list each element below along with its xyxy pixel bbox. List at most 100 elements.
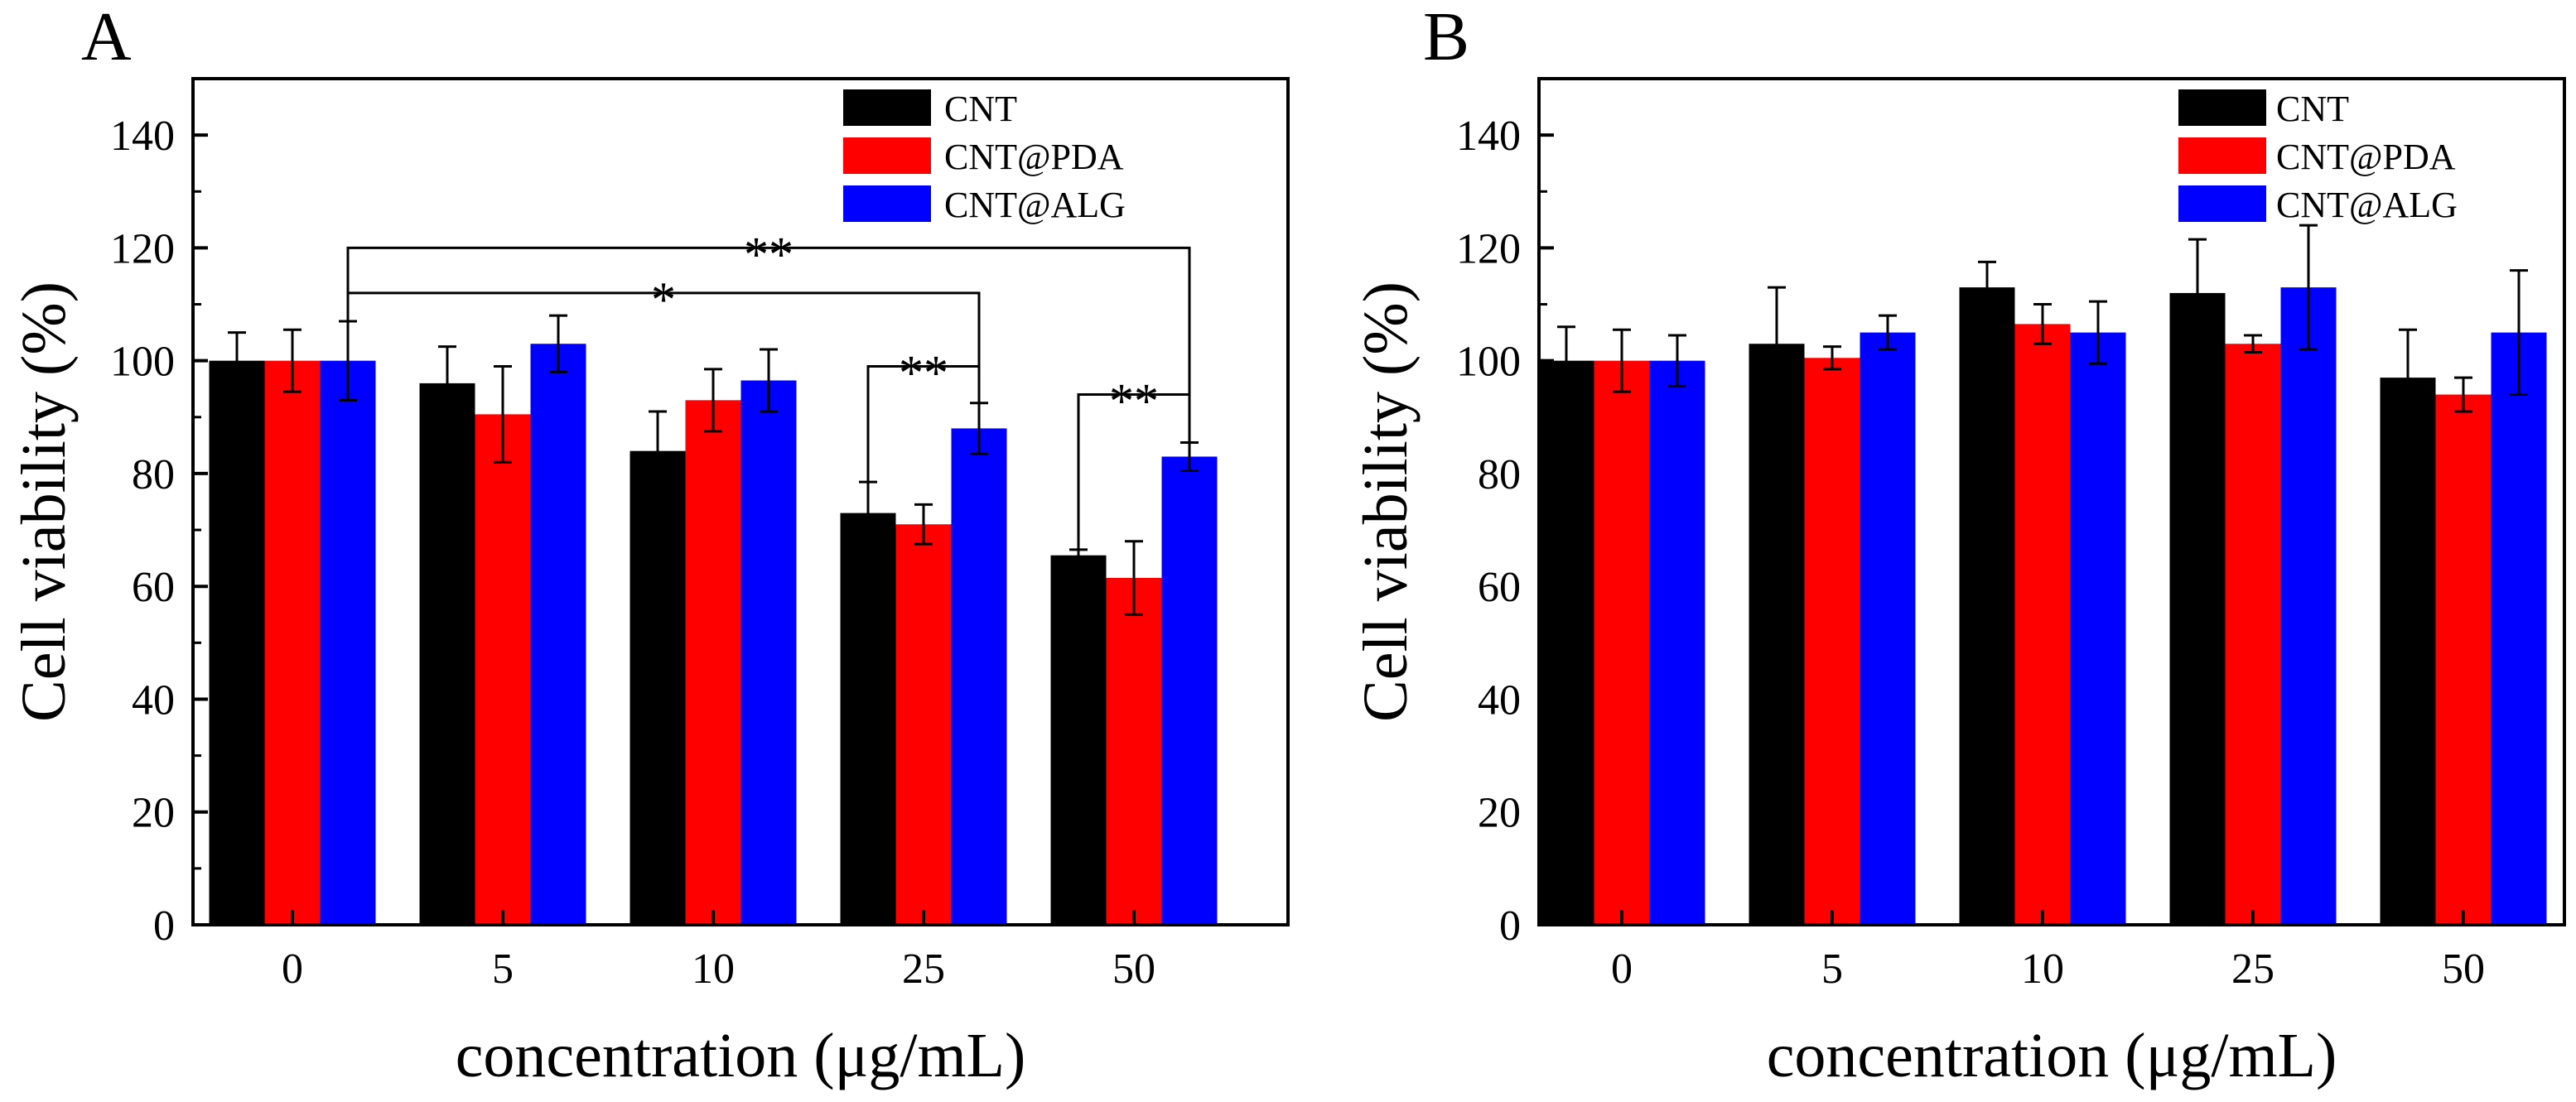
panel-label: A [81,0,132,75]
error-bar [2244,334,2262,354]
error-bar [2299,224,2318,351]
bar-cnt-alg-25 [2280,287,2337,925]
error-bar [2188,238,2207,349]
significance-label: ** [744,227,794,282]
bar-cnt-alg-10 [2070,332,2126,926]
significance-bracket [346,291,981,403]
legend-swatch [2178,89,2266,126]
panel-b: B 0 20 40 60 80 100 120 140 0 5 10 25 50 CNT CNT@PDA C… [1351,0,2566,1090]
bar-cnt-pda-50 [1106,577,1162,925]
bar-cnt-pda-5 [475,414,531,926]
significance-bracket [866,364,981,483]
significance-label: * [651,272,676,327]
error-bar [1557,325,1575,397]
y-tick-label: 80 [1478,451,1521,498]
legend-label: CNT [2276,89,2349,129]
error-bar [549,314,567,373]
bar-cnt-alg-50 [2491,332,2547,926]
bar-cnt-5 [419,383,475,925]
error-bar [1823,345,1841,371]
error-bar [228,331,246,391]
bar-cnt-50 [2380,378,2436,925]
bar-cnt-pda-25 [2225,344,2281,925]
y-tick-label: 40 [132,676,175,724]
plot-frame [191,77,1290,926]
y-tick-label: 140 [110,113,175,160]
error-bar [1978,260,1996,315]
error-bar [438,345,456,421]
y-tick-label: 20 [1478,790,1521,837]
error-bar [1879,314,1897,351]
legend-swatch [2178,137,2266,174]
error-bar [1613,328,1631,393]
y-tick-label: 120 [110,225,175,272]
error-bar [914,503,933,546]
error-bar [760,348,778,413]
x-tick-label: 25 [902,946,945,993]
x-tick-label: 10 [2021,946,2064,993]
y-tick-label: 60 [1478,564,1521,611]
significance-bracket [1077,393,1191,550]
x-axis-title: concentration (μg/mL) [1767,1021,2337,1090]
bar-cnt-10 [1959,287,2015,925]
panel-label: B [1423,0,1469,75]
significance-label: ** [1109,374,1159,429]
y-axis-title: Cell viability (%) [1351,282,1421,722]
bar-cnt-50 [1050,555,1107,925]
bar-cnt-alg-5 [1860,332,1916,926]
bar-cnt-alg-25 [951,428,1007,925]
legend-label: CNT@PDA [944,137,1124,177]
legend-swatch [843,137,931,174]
error-bar [494,364,512,464]
y-axis-title: Cell viability (%) [9,282,79,722]
y-tick-label: 120 [1456,225,1521,272]
bar-cnt-alg-5 [530,344,586,925]
bar-cnt-0 [209,360,265,926]
x-tick-label: 0 [282,946,303,993]
x-tick-label: 10 [692,946,735,993]
x-tick-label: 5 [492,946,514,993]
y-tick-label: 80 [132,451,175,498]
bar-cnt-pda-10 [685,400,741,925]
bar-cnt-alg-0 [320,360,376,926]
legend-swatch [843,89,931,126]
significance-bracket [346,246,1191,443]
legend-swatch [843,185,931,222]
bar-cnt-alg-0 [1649,360,1705,926]
legend-label: CNT@PDA [2276,137,2456,177]
bar-cnt-pda-0 [1594,360,1650,926]
error-bar [1125,540,1143,616]
error-bar [2454,376,2472,413]
legend-label: CNT [944,89,1017,129]
bar-cnt-pda-25 [895,524,952,925]
error-bar [1668,334,1686,387]
bar-cnt-10 [630,450,686,925]
x-tick-label: 25 [2231,946,2275,993]
y-tick-label: 20 [132,790,175,837]
bar-cnt-alg-50 [1161,456,1218,925]
error-bar [704,368,722,433]
x-axis-title: concentration (μg/mL) [456,1021,1026,1090]
y-tick-label: 140 [1456,113,1521,160]
y-tick-label: 60 [132,564,175,611]
x-tick-label: 50 [2442,946,2485,993]
y-tick-label: 40 [1478,676,1521,724]
y-tick-label: 100 [1456,339,1521,386]
y-tick-label: 0 [1499,902,1521,950]
bar-cnt-0 [1538,360,1594,926]
x-tick-label: 0 [1611,946,1633,993]
error-bar [2033,303,2052,345]
error-bar [283,328,301,393]
x-tick-label: 50 [1112,946,1155,993]
legend-label: CNT@ALG [944,185,1126,225]
bar-cnt-pda-0 [264,360,321,926]
error-bar [2089,300,2107,365]
bar-cnt-25 [2169,292,2226,925]
bar-cnt-alg-10 [740,380,797,926]
bar-cnt-25 [840,513,896,925]
error-bar [2399,328,2417,427]
y-tick-label: 100 [110,339,175,386]
plot-frame [1537,77,2566,926]
